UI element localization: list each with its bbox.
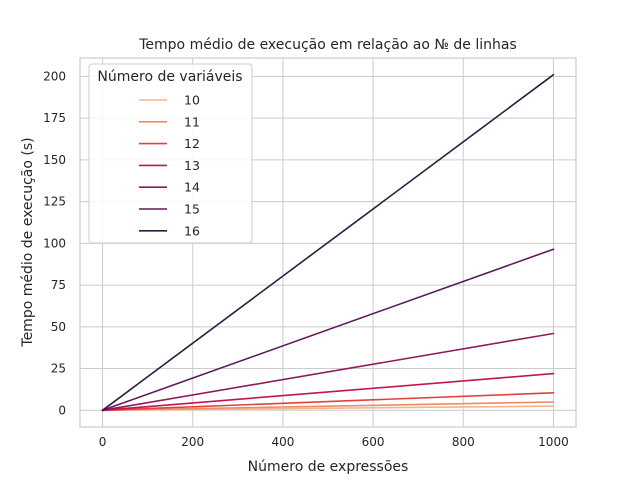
- legend-label: 11: [184, 114, 200, 129]
- x-tick-label: 0: [99, 435, 107, 449]
- legend-box: [88, 63, 253, 244]
- legend-label: 16: [184, 223, 200, 238]
- series-line-14: [101, 332, 555, 412]
- y-tick-label: 0: [58, 403, 66, 417]
- legend-label: 10: [184, 93, 200, 108]
- y-tick-label: 150: [43, 153, 66, 167]
- plot-area: 0 200 400 600 800 1000 0 25 50 75 100 125 150 175 200: [43, 57, 577, 449]
- chart-title: Tempo médio de execução em relação ao № …: [138, 37, 517, 53]
- x-tick-label: 1000: [538, 435, 569, 449]
- plot-frame: [79, 57, 577, 428]
- legend-label: 15: [184, 202, 200, 217]
- y-axis-label: Tempo médio de execução (s): [20, 137, 36, 347]
- legend-title: Número de variáveis: [97, 69, 242, 85]
- x-tick-label: 200: [181, 435, 204, 449]
- y-tick-label: 175: [43, 111, 66, 125]
- x-tick-label: 800: [452, 435, 475, 449]
- y-tick-label: 50: [51, 320, 66, 334]
- x-tick-label: 400: [271, 435, 294, 449]
- legend: Número de variáveis 10 11 12 13 14 15 16: [88, 63, 253, 244]
- y-tick-label: 200: [43, 69, 66, 83]
- x-axis-label: Número de expressões: [248, 459, 409, 475]
- y-tick-label: 100: [43, 236, 66, 250]
- series-line-16: [101, 73, 555, 412]
- series-line-15: [101, 248, 555, 412]
- series-line-11: [101, 401, 555, 412]
- legend-label: 14: [184, 180, 200, 195]
- x-tick-label: 600: [362, 435, 385, 449]
- series-line-12: [101, 391, 555, 412]
- legend-label: 13: [184, 158, 200, 173]
- y-tick-label: 25: [51, 362, 66, 376]
- series-line-13: [101, 372, 555, 412]
- legend-label: 12: [184, 136, 200, 151]
- y-tick-label: 75: [51, 278, 66, 292]
- y-tick-label: 125: [43, 195, 66, 209]
